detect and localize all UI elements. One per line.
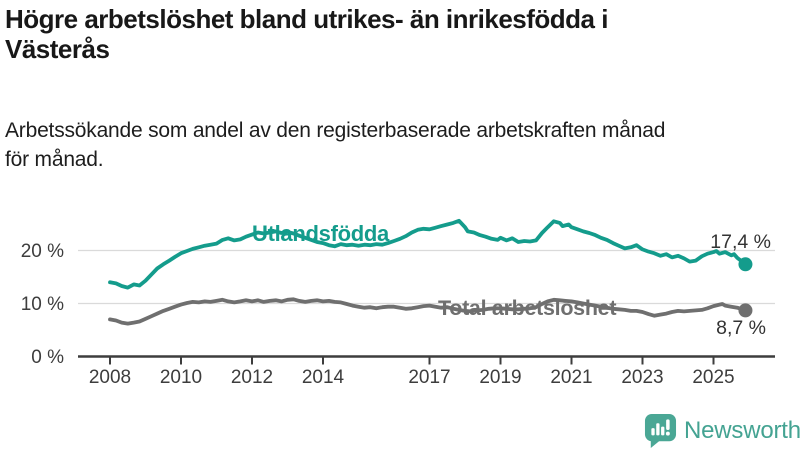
series-inline-label-total: Total arbetslöshet <box>438 296 616 320</box>
y-tick-label-20: 20 % <box>21 241 64 262</box>
y-tick-label-10: 10 % <box>21 294 64 315</box>
series-end-value-label-utlandsfodda: 17,4 % <box>710 231 771 253</box>
y-tick-label-0: 0 % <box>31 347 64 368</box>
x-tick-label-2019: 2019 <box>479 367 521 388</box>
x-tick-label-2014: 2014 <box>302 367 345 388</box>
series-line-utlandsfodda <box>108 218 748 290</box>
chart-subtitle: Arbetssökande som andel av den registerb… <box>5 119 666 171</box>
newsworthy-logo-icon <box>644 414 677 448</box>
x-tick-label-2017: 2017 <box>408 367 450 388</box>
series-end-dot-utlandsfodda <box>738 257 753 272</box>
series-end-dot-total <box>738 303 753 318</box>
x-tick-label-2023: 2023 <box>621 367 663 388</box>
chart-title: Högre arbetslöshet bland utrikes- än inr… <box>5 4 608 64</box>
x-tick-label-2008: 2008 <box>89 367 131 388</box>
series-line-total <box>108 297 748 326</box>
newsworthy-logo: Newsworthy <box>644 414 800 448</box>
newsworthy-logo-text: Newsworthy <box>684 417 800 444</box>
series-inline-label-utlandsfodda: Utlandsfödda <box>252 221 390 246</box>
series-end-value-label-total: 8,7 % <box>716 317 766 339</box>
x-tick-label-2025: 2025 <box>692 367 734 388</box>
x-tick-label-2012: 2012 <box>231 367 273 388</box>
x-tick-label-2010: 2010 <box>160 367 202 388</box>
x-tick-label-2021: 2021 <box>550 367 592 388</box>
